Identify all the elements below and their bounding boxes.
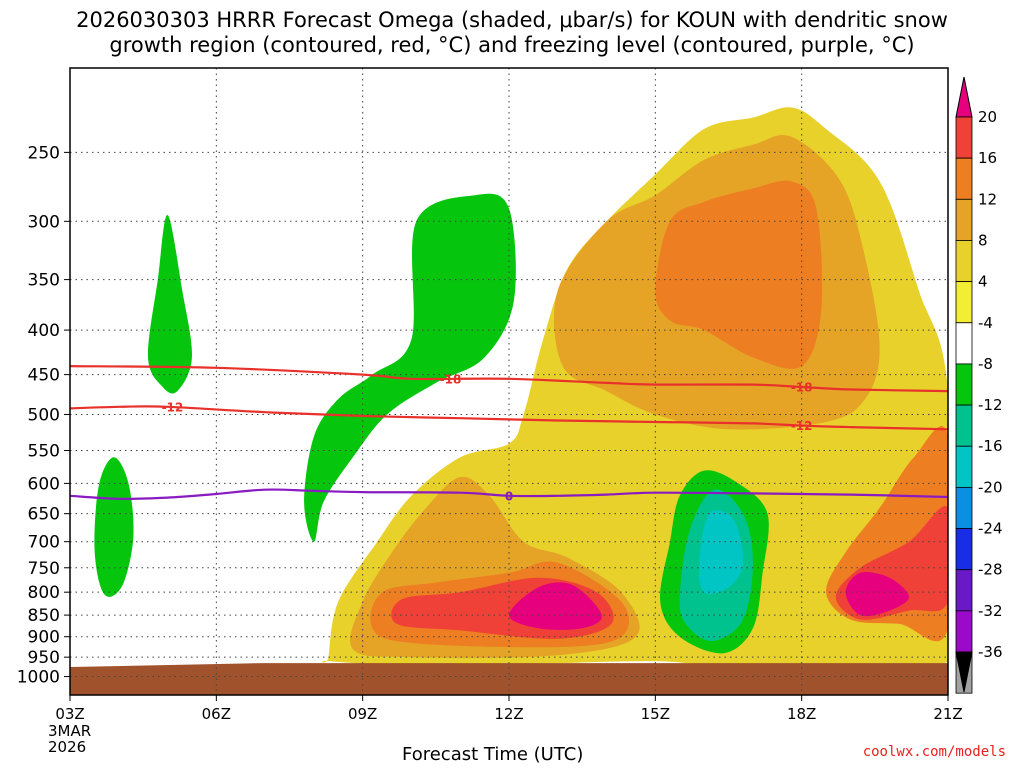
colorbar-label: -28	[978, 561, 1003, 579]
x-tick-label: 21Z	[933, 705, 962, 723]
colorbar: 20 16 12 8 4 -4 -8 -12 -16 -20 -24 -28 -32 -36	[955, 76, 1003, 694]
y-tick-label: 350	[28, 271, 60, 291]
contour-line-0	[70, 365, 948, 393]
colorbar-box	[955, 116, 973, 159]
y-tick-label: 950	[28, 648, 60, 668]
x-tick-label: 15Z	[641, 705, 670, 723]
colorbar-label: -8	[978, 355, 993, 373]
contour-line-1	[70, 405, 948, 431]
y-tick-label: 650	[28, 505, 60, 525]
colorbar-box	[955, 610, 973, 653]
y-tick-label: 400	[28, 321, 60, 341]
colorbar-box	[955, 528, 973, 571]
contour-label-3: -18	[791, 381, 813, 395]
x-tick-label: 12Z	[494, 705, 523, 723]
x-tick-label: 03Z	[55, 705, 84, 723]
contour-label-2: -12	[162, 401, 184, 415]
colorbar-box	[955, 322, 973, 365]
y-tick-label: 600	[28, 474, 60, 494]
colorbar-box	[955, 281, 973, 324]
colorbar-label: -32	[978, 602, 1003, 620]
chart-title-line-1: 2026030303 HRRR Forecast Omega (shaded, …	[76, 8, 948, 32]
colorbar-label: -4	[978, 314, 993, 332]
colorbar-bottom-triangle	[955, 651, 973, 693]
omega-shading	[94, 107, 948, 682]
y-tick-label: 850	[28, 606, 60, 626]
grid-lines	[70, 68, 948, 695]
colorbar-box	[955, 363, 973, 406]
watermark: coolwx.com/models	[862, 744, 1006, 760]
colorbar-box	[955, 569, 973, 612]
contour-label-0: -18	[440, 372, 462, 386]
x-tick-sublabel: 3MAR	[48, 722, 91, 740]
y-tick-label: 750	[28, 559, 60, 579]
colorbar-box	[955, 404, 973, 447]
x-tick-label: 06Z	[202, 705, 231, 723]
colorbar-label: 8	[978, 231, 988, 249]
y-tick-label: 550	[28, 442, 60, 462]
colorbar-label: 20	[978, 108, 997, 126]
omega-region-9	[845, 571, 909, 617]
y-axis: 2503003504004505005506006507007508008509…	[17, 143, 70, 688]
y-tick-label: 500	[28, 405, 60, 425]
omega-region-10	[94, 457, 134, 597]
colorbar-box	[955, 198, 973, 241]
colorbar-label: 16	[978, 149, 997, 167]
colorbar-label: -20	[978, 478, 1003, 496]
omega-region-12	[304, 193, 516, 542]
x-axis-title: Forecast Time (UTC)	[402, 744, 584, 765]
y-tick-label: 800	[28, 583, 60, 603]
y-tick-label: 700	[28, 533, 60, 553]
colorbar-top-triangle	[955, 76, 973, 118]
x-tick-label: 09Z	[348, 705, 377, 723]
colorbar-box	[955, 445, 973, 488]
colorbar-box	[955, 240, 973, 283]
contour-line-4	[70, 488, 948, 500]
contour-label-4: 0	[505, 489, 513, 503]
y-tick-label: 900	[28, 628, 60, 648]
contour-label-1: -12	[791, 419, 813, 433]
contour-lines: -18 -12 -12 -18 0	[70, 365, 948, 503]
omega-region-15	[698, 510, 744, 594]
colorbar-box	[955, 486, 973, 529]
colorbar-label: 12	[978, 190, 997, 208]
y-tick-label: 300	[28, 212, 60, 232]
omega-region-6	[509, 582, 602, 630]
x-tick-label: 18Z	[787, 705, 816, 723]
chart-title-line-2: growth region (contoured, red, °C) and f…	[109, 33, 915, 57]
y-tick-label: 1000	[17, 668, 60, 688]
y-tick-label: 450	[28, 366, 60, 386]
colorbar-label: -16	[978, 437, 1003, 455]
colorbar-label: -12	[978, 396, 1003, 414]
colorbar-box	[955, 157, 973, 200]
y-tick-label: 250	[28, 143, 60, 163]
colorbar-label: -24	[978, 520, 1003, 538]
omega-region-11	[147, 214, 192, 394]
x-tick-sublabel: 2026	[48, 738, 86, 756]
colorbar-label: 4	[978, 273, 988, 291]
omega-region-3	[655, 180, 823, 369]
colorbar-label: -36	[978, 643, 1003, 661]
